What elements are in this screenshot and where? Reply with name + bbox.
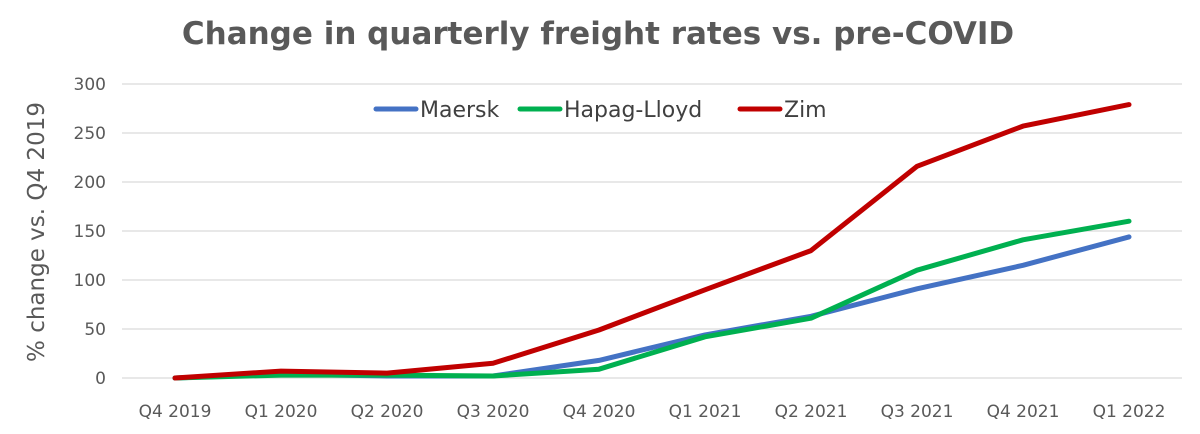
- legend: Maersk Hapag-Lloyd Zim: [373, 98, 827, 123]
- gridlines: [122, 83, 1182, 379]
- y-tick-label: 250: [74, 124, 106, 144]
- y-axis-label: % change vs. Q4 2019: [24, 102, 50, 362]
- x-tick-label: Q4 2021: [987, 402, 1060, 422]
- x-tick-label: Q1 2022: [1093, 402, 1166, 422]
- x-tick-label: Q1 2021: [669, 402, 742, 422]
- y-axis-ticks: 0 50 100 150 200 250 300: [74, 75, 106, 389]
- y-tick-label: 100: [74, 271, 106, 291]
- y-tick-label: 200: [74, 173, 106, 193]
- x-tick-label: Q2 2021: [775, 402, 848, 422]
- x-tick-label: Q4 2019: [139, 402, 212, 422]
- x-tick-label: Q3 2020: [457, 402, 530, 422]
- x-tick-label: Q4 2020: [563, 402, 636, 422]
- series-lines: [172, 102, 1132, 381]
- legend-label-zim: Zim: [784, 98, 827, 123]
- chart-title: Change in quarterly freight rates vs. pr…: [182, 16, 1014, 52]
- y-tick-label: 50: [84, 320, 106, 340]
- y-tick-label: 0: [95, 369, 106, 389]
- x-tick-label: Q1 2020: [245, 402, 318, 422]
- series-line-hapag-lloyd: [172, 218, 1132, 381]
- x-axis-ticks: Q4 2019 Q1 2020 Q2 2020 Q3 2020 Q4 2020 Q1 20…: [139, 402, 1166, 422]
- series-line-zim: [172, 102, 1132, 381]
- y-tick-label: 150: [74, 222, 106, 242]
- legend-label-maersk: Maersk: [420, 98, 500, 123]
- legend-label-hapag-lloyd: Hapag-Lloyd: [564, 98, 702, 123]
- x-tick-label: Q2 2020: [351, 402, 424, 422]
- y-tick-label: 300: [74, 75, 106, 95]
- x-tick-label: Q3 2021: [881, 402, 954, 422]
